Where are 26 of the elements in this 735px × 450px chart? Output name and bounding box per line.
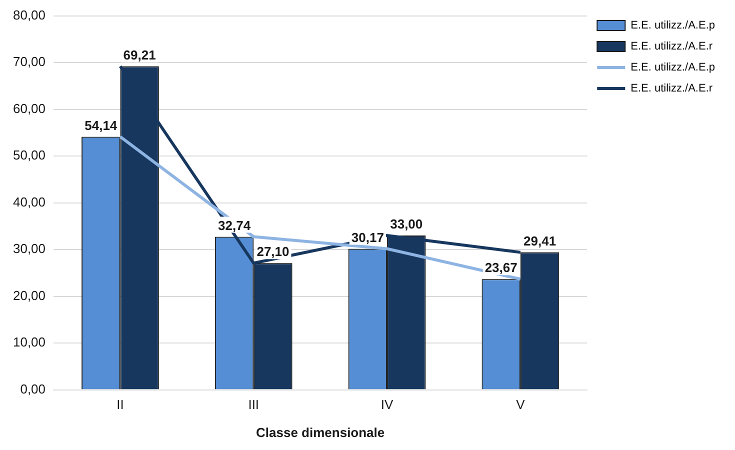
- y-tick-label: 60,00: [12, 100, 46, 116]
- data-label: 54,14: [84, 118, 118, 133]
- legend-label: E.E. utilizz./A.E.p: [630, 20, 716, 32]
- data-label: 32,74: [218, 218, 252, 233]
- legend-label: E.E. utilizz./A.E.r: [630, 40, 713, 53]
- legend-label: E.E. utilizz./A.E.r: [630, 82, 713, 95]
- x-tick-label: V: [516, 397, 526, 412]
- y-tick-label: 10,00: [12, 334, 46, 350]
- y-tick-label: 50,00: [12, 148, 46, 163]
- data-label: 27,10: [256, 244, 290, 260]
- data-label: 69,21: [123, 47, 156, 62]
- x-tick-label: III: [248, 397, 260, 412]
- y-tick-label: 20,00: [12, 288, 46, 303]
- y-tick-label: 30,00: [12, 241, 46, 256]
- y-tick-label: 70,00: [12, 54, 46, 70]
- x-tick-label: II: [116, 397, 124, 412]
- y-tick-label: 0,00: [20, 381, 46, 396]
- x-axis-title: Classe dimensionale: [256, 424, 385, 440]
- data-label: 33,00: [390, 216, 423, 232]
- y-tick-label: 80,00: [12, 7, 46, 22]
- data-label: 30,17: [351, 230, 384, 245]
- data-label: 23,67: [484, 260, 518, 276]
- x-tick-label: IV: [380, 397, 394, 412]
- legend-label: E.E. utilizz./A.E.p: [630, 62, 716, 74]
- data-label: 29,41: [524, 233, 556, 248]
- y-tick-label: 40,00: [12, 194, 46, 210]
